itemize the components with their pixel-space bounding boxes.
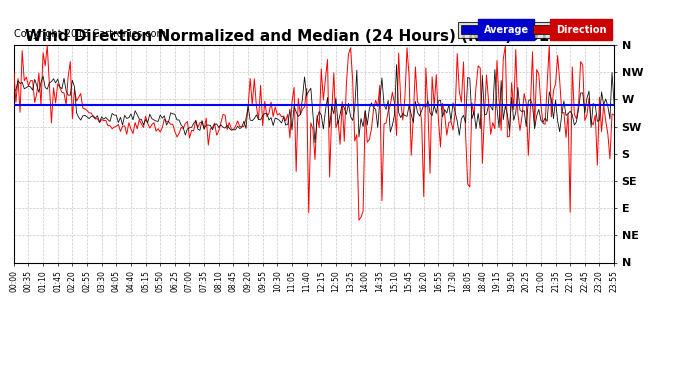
Legend: Average, Direction: Average, Direction — [458, 22, 609, 38]
Text: Copyright 2013 Cartronics.com: Copyright 2013 Cartronics.com — [14, 29, 166, 39]
Title: Wind Direction Normalized and Median (24 Hours) (New) 20131019: Wind Direction Normalized and Median (24… — [26, 29, 602, 44]
